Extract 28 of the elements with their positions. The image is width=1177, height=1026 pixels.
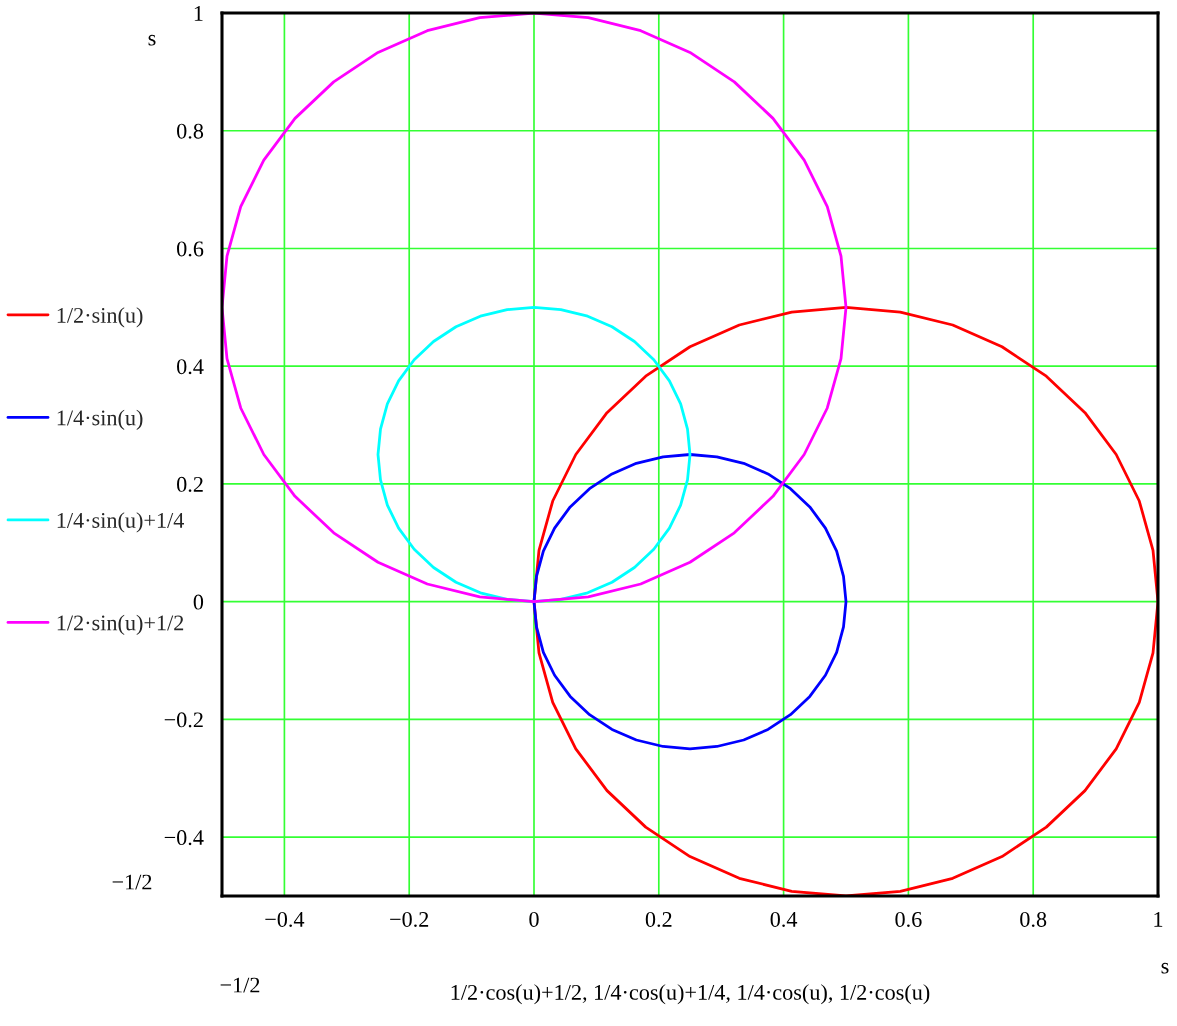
legend-label: 1/2·sin(u)+1/2 (57, 614, 184, 635)
y-tick-label: −0.4 (164, 830, 204, 846)
y-tick-label: −0.2 (164, 712, 203, 728)
line-series (532, 305, 1158, 896)
y-tick-label: 0 (193, 594, 204, 610)
legend-label: 1/4·sin(u)+1/4 (57, 512, 184, 533)
x-tick-label: −0.4 (265, 911, 305, 928)
line-series (532, 453, 848, 751)
x-tick-label: 0.8 (1020, 911, 1047, 928)
y-tick-label: 0.8 (177, 123, 204, 139)
x-tick-label: 1 (1154, 912, 1163, 927)
legend-label: 1/4·sin(u) (57, 409, 143, 430)
y-tick-label: 0.2 (177, 476, 203, 492)
x-tick-label: 0 (529, 911, 539, 927)
x-tick-label: 0.6 (895, 911, 922, 928)
text: −1/2 (112, 874, 152, 890)
x-tick-label: −0.2 (390, 911, 429, 928)
text: s (1161, 962, 1169, 974)
x-tick-label: 0.2 (645, 911, 672, 928)
y-tick-label: 1 (194, 6, 203, 21)
y-tick-label: 0.6 (177, 241, 204, 257)
line-series (222, 13, 848, 604)
y-tick-label: 0.4 (177, 359, 204, 375)
legend-label: 1/2·sin(u) (57, 307, 143, 328)
x-axis-title: 1/2·cos(u)+1/2, 1/4·cos(u)+1/4, 1/4·cos(u), 1/2·cos(u) (451, 984, 930, 1005)
x-tick-label: 0.4 (770, 911, 798, 928)
text: −1/2 (220, 977, 260, 993)
text: s (148, 34, 156, 46)
